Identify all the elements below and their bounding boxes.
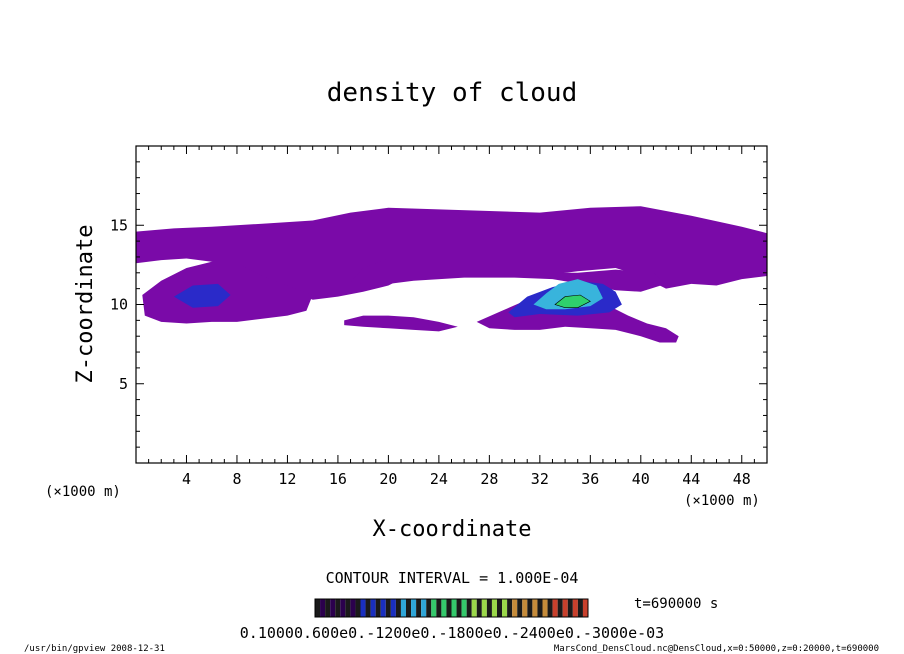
colorbar-swatch [446, 599, 452, 617]
colorbar-swatch [562, 599, 568, 617]
x-tick-label: 4 [182, 470, 191, 488]
colorbar-swatch [426, 599, 432, 617]
colorbar-swatch [497, 599, 503, 617]
colorbar-swatch [547, 599, 553, 617]
colorbar-swatch [502, 599, 508, 617]
colorbar-swatch [522, 599, 528, 617]
x-tick-label: 28 [480, 470, 498, 488]
colorbar-swatch [532, 599, 538, 617]
colorbar-swatch [335, 599, 341, 617]
colorbar-swatch [481, 599, 487, 617]
time-label: t=690000 s [634, 596, 718, 612]
colorbar-swatch [461, 599, 467, 617]
y-tick-label: 15 [110, 216, 128, 234]
colorbar-swatch [552, 599, 558, 617]
colorbar-swatch [380, 599, 386, 617]
colorbar-swatch [456, 599, 462, 617]
colorbar-swatch [375, 599, 381, 617]
colorbar-swatch [557, 599, 563, 617]
colorbar-swatch [390, 599, 396, 617]
colorbar-swatch [466, 599, 472, 617]
x-tick-label: 40 [632, 470, 650, 488]
colorbar-swatch [517, 599, 523, 617]
colorbar-swatch [577, 599, 583, 617]
colorbar-swatch [512, 599, 518, 617]
colorbar-swatch [395, 599, 401, 617]
colorbar-swatch [411, 599, 417, 617]
colorbar-swatch [507, 599, 513, 617]
cloud-region-low-3 [344, 315, 458, 332]
cloud-region-top-8 [554, 294, 591, 309]
colorbar-swatch [315, 599, 321, 617]
x-tick-label: 16 [329, 470, 347, 488]
colorbar-swatch [476, 599, 482, 617]
x-unit-label: (×1000 m) [684, 493, 760, 509]
colorbar-swatch [330, 599, 336, 617]
contour-interval-text: CONTOUR INTERVAL = 1.000E-04 [326, 569, 579, 587]
y-axis-label: Z-coordinate [73, 225, 98, 384]
colorbar-swatch [421, 599, 427, 617]
colorbar-swatch [370, 599, 376, 617]
x-tick-label: 12 [278, 470, 296, 488]
colorbar-swatch [365, 599, 371, 617]
x-tick-label: 36 [581, 470, 599, 488]
x-tick-label: 8 [232, 470, 241, 488]
colorbar-swatch [320, 599, 326, 617]
colorbar-swatch [385, 599, 391, 617]
cloud-region-mid-5 [173, 283, 231, 308]
colorbar-swatch [436, 599, 442, 617]
footer-left: /usr/bin/gpview 2008-12-31 [24, 644, 165, 654]
colorbar-swatch [582, 599, 588, 617]
cloud-density-field [136, 206, 767, 343]
colorbar-levels-text: 0.10000.600e0.-1200e0.-1800e0.-2400e0.-3… [240, 624, 664, 642]
x-axis-label: X-coordinate [373, 517, 532, 542]
colorbar-swatch [325, 599, 331, 617]
colorbar-swatch [431, 599, 437, 617]
y-tick-label: 5 [119, 375, 128, 393]
footer-right: MarsCond_DensCloud.nc@DensCloud,x=0:5000… [554, 644, 879, 654]
x-tick-label: 44 [682, 470, 700, 488]
colorbar-swatch [355, 599, 361, 617]
colorbar-swatch [350, 599, 356, 617]
colorbar-swatch [491, 599, 497, 617]
x-tick-label: 20 [379, 470, 397, 488]
colorbar-swatch [567, 599, 573, 617]
y-tick-label: 10 [110, 296, 128, 314]
cloud-region-low-0 [136, 206, 767, 300]
colorbar-swatch [451, 599, 457, 617]
colorbar-swatch [406, 599, 412, 617]
colorbar-swatch [400, 599, 406, 617]
y-unit-label: (×1000 m) [45, 484, 121, 500]
colorbar-swatch [527, 599, 533, 617]
colorbar-swatch [537, 599, 543, 617]
x-tick-label: 24 [430, 470, 448, 488]
x-tick-label: 32 [531, 470, 549, 488]
x-tick-label: 48 [733, 470, 751, 488]
colorbar-swatch [345, 599, 351, 617]
colorbar [315, 599, 588, 617]
colorbar-swatch [542, 599, 548, 617]
colorbar-swatch [572, 599, 578, 617]
colorbar-swatch [340, 599, 346, 617]
colorbar-frame [314, 598, 589, 618]
colorbar-swatch [441, 599, 447, 617]
colorbar-swatch [416, 599, 422, 617]
colorbar-swatch [486, 599, 492, 617]
colorbar-swatch [471, 599, 477, 617]
colorbar-swatch [360, 599, 366, 617]
chart-title: density of cloud [327, 78, 577, 108]
